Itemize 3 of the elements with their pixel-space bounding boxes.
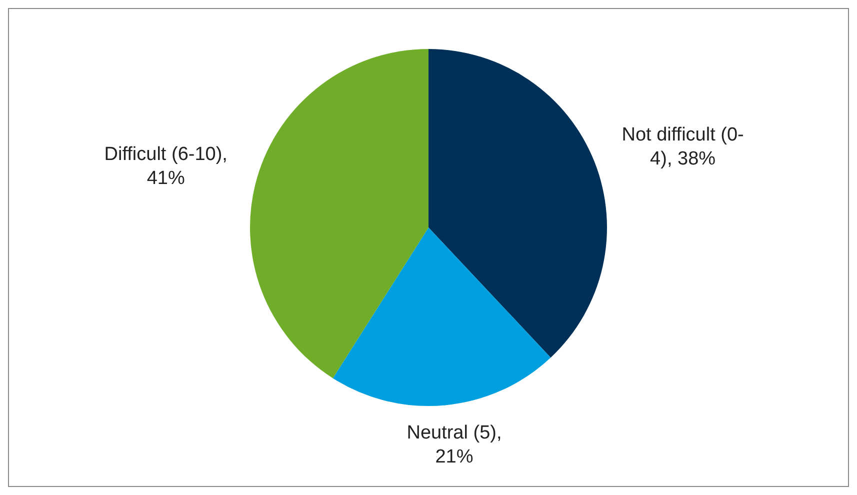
slice-label: Not difficult (0-4), 38% [622,124,744,170]
slice-label: Difficult (6-10), 41% [104,144,228,189]
slice-label: Neutral (5), 21% [406,422,502,468]
